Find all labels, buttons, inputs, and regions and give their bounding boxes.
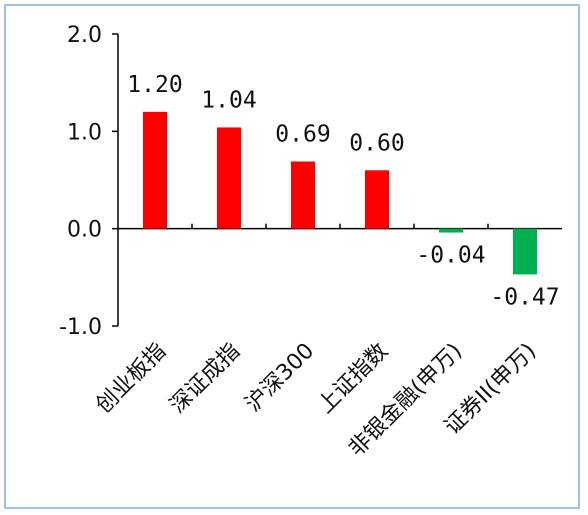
data-label: -0.04: [416, 243, 485, 269]
y-tick-label: -1.0: [59, 315, 102, 340]
bar: [143, 111, 167, 229]
category-label: 沪深300: [241, 339, 319, 417]
data-label: 0.69: [275, 122, 330, 148]
chart-frame: [4, 4, 580, 509]
data-label: 0.60: [349, 130, 404, 156]
y-tick-label: 1.0: [67, 120, 102, 145]
category-label: 深证成指: [165, 339, 245, 419]
y-tick-label: 2.0: [67, 23, 102, 48]
y-tick-label: 0.0: [67, 218, 102, 243]
bar: [365, 170, 389, 229]
category-label: 创业板指: [91, 339, 171, 419]
data-label: 1.04: [201, 87, 256, 113]
bars: [143, 111, 537, 275]
bar: [217, 127, 241, 229]
chart-axes: [117, 34, 562, 326]
data-label: 1.20: [127, 72, 182, 98]
data-label: -0.47: [490, 284, 559, 310]
y-ticks: 2.0 1.0 0.0 -1.0: [59, 23, 118, 340]
data-labels: 1.20 1.04 0.69 0.60 -0.04-0.47: [127, 72, 559, 311]
bar: [439, 228, 463, 233]
bar: [513, 228, 537, 275]
bar: [291, 161, 315, 229]
